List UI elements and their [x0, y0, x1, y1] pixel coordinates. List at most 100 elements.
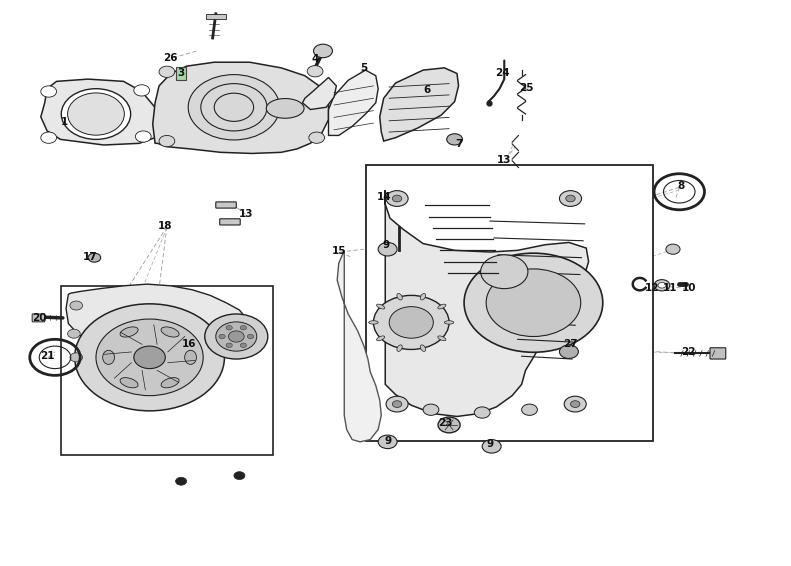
Bar	[206, 14, 226, 19]
Text: 10: 10	[682, 282, 696, 293]
Text: 27: 27	[563, 339, 577, 349]
Circle shape	[226, 343, 233, 348]
Circle shape	[666, 244, 680, 254]
Text: 20: 20	[32, 314, 47, 324]
Circle shape	[389, 307, 433, 338]
Circle shape	[248, 335, 254, 339]
Ellipse shape	[437, 304, 446, 309]
Polygon shape	[385, 190, 589, 417]
Text: 6: 6	[423, 85, 430, 96]
Circle shape	[559, 191, 581, 207]
Circle shape	[423, 404, 439, 415]
Circle shape	[176, 477, 187, 485]
Ellipse shape	[437, 336, 446, 341]
Circle shape	[41, 132, 57, 143]
Circle shape	[521, 404, 537, 415]
Polygon shape	[328, 70, 378, 135]
Circle shape	[308, 132, 324, 143]
Circle shape	[373, 295, 449, 349]
FancyBboxPatch shape	[220, 219, 240, 225]
Circle shape	[313, 44, 332, 58]
Text: 13: 13	[239, 209, 253, 218]
Circle shape	[464, 253, 603, 352]
Circle shape	[392, 401, 402, 408]
Circle shape	[240, 343, 247, 348]
Circle shape	[378, 435, 397, 449]
Text: 16: 16	[182, 339, 196, 349]
Text: 17: 17	[83, 251, 98, 261]
Circle shape	[159, 135, 175, 147]
Circle shape	[70, 353, 82, 362]
Ellipse shape	[397, 345, 403, 351]
Circle shape	[219, 335, 225, 339]
Text: 1: 1	[61, 118, 68, 127]
Text: 13: 13	[497, 155, 512, 165]
Circle shape	[559, 345, 578, 358]
Ellipse shape	[420, 345, 426, 351]
Text: 7: 7	[455, 139, 462, 149]
Ellipse shape	[120, 327, 138, 337]
Circle shape	[483, 440, 501, 453]
Text: 3: 3	[177, 68, 185, 79]
Circle shape	[386, 191, 408, 207]
Text: 26: 26	[164, 53, 178, 63]
Polygon shape	[153, 62, 328, 153]
Polygon shape	[66, 284, 250, 351]
Circle shape	[481, 255, 528, 289]
Ellipse shape	[377, 304, 384, 309]
Ellipse shape	[103, 350, 115, 365]
Circle shape	[486, 269, 581, 337]
Ellipse shape	[161, 327, 179, 337]
Circle shape	[159, 66, 175, 78]
Circle shape	[134, 85, 149, 96]
Bar	[365, 165, 653, 441]
Text: 9: 9	[486, 439, 494, 448]
Circle shape	[566, 195, 575, 202]
Ellipse shape	[161, 378, 179, 388]
Circle shape	[564, 396, 586, 412]
Circle shape	[70, 301, 82, 310]
Text: 4: 4	[312, 54, 319, 65]
Text: 18: 18	[158, 221, 172, 230]
Circle shape	[307, 66, 323, 77]
Polygon shape	[337, 250, 381, 442]
Circle shape	[658, 282, 666, 288]
Ellipse shape	[184, 350, 196, 365]
Circle shape	[386, 396, 408, 412]
Circle shape	[135, 131, 151, 142]
Text: 22: 22	[682, 348, 696, 357]
Text: 23: 23	[438, 418, 452, 428]
Ellipse shape	[397, 293, 403, 300]
Ellipse shape	[267, 98, 304, 118]
Circle shape	[240, 325, 247, 330]
Circle shape	[41, 86, 57, 97]
Ellipse shape	[369, 321, 378, 324]
Text: 12: 12	[645, 282, 659, 293]
Text: 25: 25	[519, 83, 534, 93]
Polygon shape	[41, 79, 157, 145]
Circle shape	[88, 253, 100, 262]
Circle shape	[438, 417, 460, 433]
Circle shape	[447, 134, 463, 145]
Text: 11: 11	[663, 282, 677, 293]
Circle shape	[475, 407, 490, 418]
Circle shape	[226, 325, 233, 330]
Circle shape	[134, 346, 165, 368]
Circle shape	[229, 331, 244, 342]
Polygon shape	[302, 78, 336, 110]
Text: 21: 21	[40, 351, 55, 361]
Text: 5: 5	[361, 63, 368, 73]
Text: 9: 9	[384, 436, 392, 445]
Ellipse shape	[61, 89, 131, 139]
Text: 14: 14	[377, 192, 391, 203]
Circle shape	[188, 75, 280, 140]
Ellipse shape	[420, 293, 426, 300]
Circle shape	[654, 280, 670, 291]
Ellipse shape	[67, 93, 124, 135]
Polygon shape	[380, 68, 459, 141]
FancyBboxPatch shape	[710, 348, 726, 359]
Circle shape	[216, 322, 257, 351]
Circle shape	[96, 319, 203, 396]
FancyBboxPatch shape	[216, 202, 237, 208]
Bar	[60, 286, 274, 455]
